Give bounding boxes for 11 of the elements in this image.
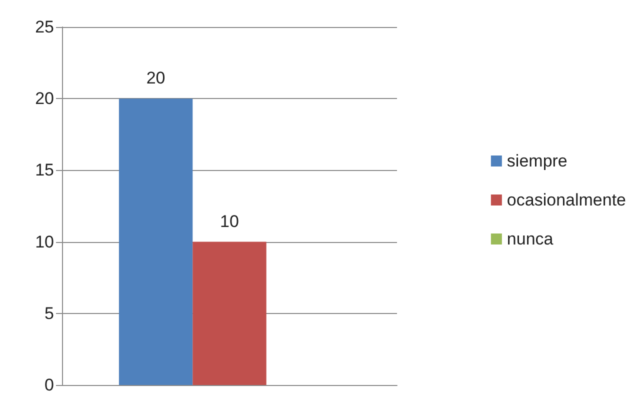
legend-label: ocasionalmente bbox=[506, 190, 626, 210]
y-tick-label: 5 bbox=[44, 304, 54, 323]
y-tick-label: 15 bbox=[35, 160, 54, 180]
data-label: 10 bbox=[220, 212, 239, 231]
y-tick-label: 25 bbox=[35, 18, 54, 36]
y-tick-label: 0 bbox=[44, 376, 54, 394]
legend-label: nunca bbox=[506, 230, 554, 248]
legend-label: siempre bbox=[506, 152, 568, 170]
data-label: 20 bbox=[146, 68, 166, 88]
y-tick-label: 20 bbox=[35, 89, 54, 108]
y-tick-label: 10 bbox=[35, 232, 54, 252]
